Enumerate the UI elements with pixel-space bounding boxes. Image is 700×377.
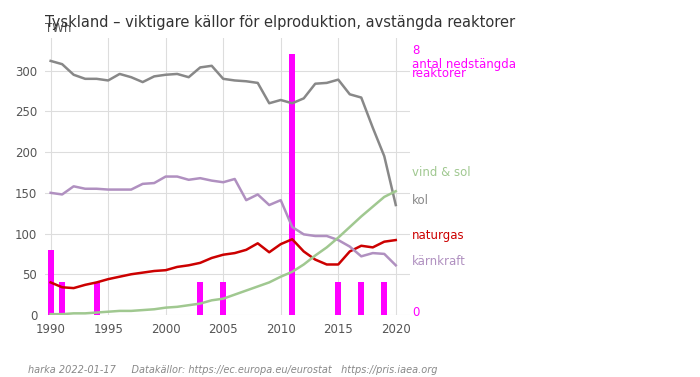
Bar [48,250,53,315]
Text: TWh: TWh [45,22,71,35]
Text: antal nedstängda: antal nedstängda [412,58,516,70]
Text: vind & sol: vind & sol [412,166,470,179]
Text: reaktorer: reaktorer [412,67,467,80]
Text: kol: kol [412,195,429,207]
Bar [220,282,226,315]
Text: naturgas: naturgas [412,229,465,242]
Bar [197,282,203,315]
Text: 0: 0 [412,306,419,319]
Bar [94,282,99,315]
Text: kärnkraft: kärnkraft [412,255,466,268]
Text: harka 2022-01-17     Datakällor: https://ec.europa.eu/eurostat   https://pris.ia: harka 2022-01-17 Datakällor: https://ec.… [28,365,438,375]
Bar [289,54,295,315]
Bar [358,282,364,315]
Bar [382,282,387,315]
Bar [60,282,65,315]
Text: 8: 8 [412,44,419,57]
Text: Tyskland – viktigare källor för elproduktion, avstängda reaktorer: Tyskland – viktigare källor för elproduk… [45,15,515,30]
Bar [335,282,341,315]
